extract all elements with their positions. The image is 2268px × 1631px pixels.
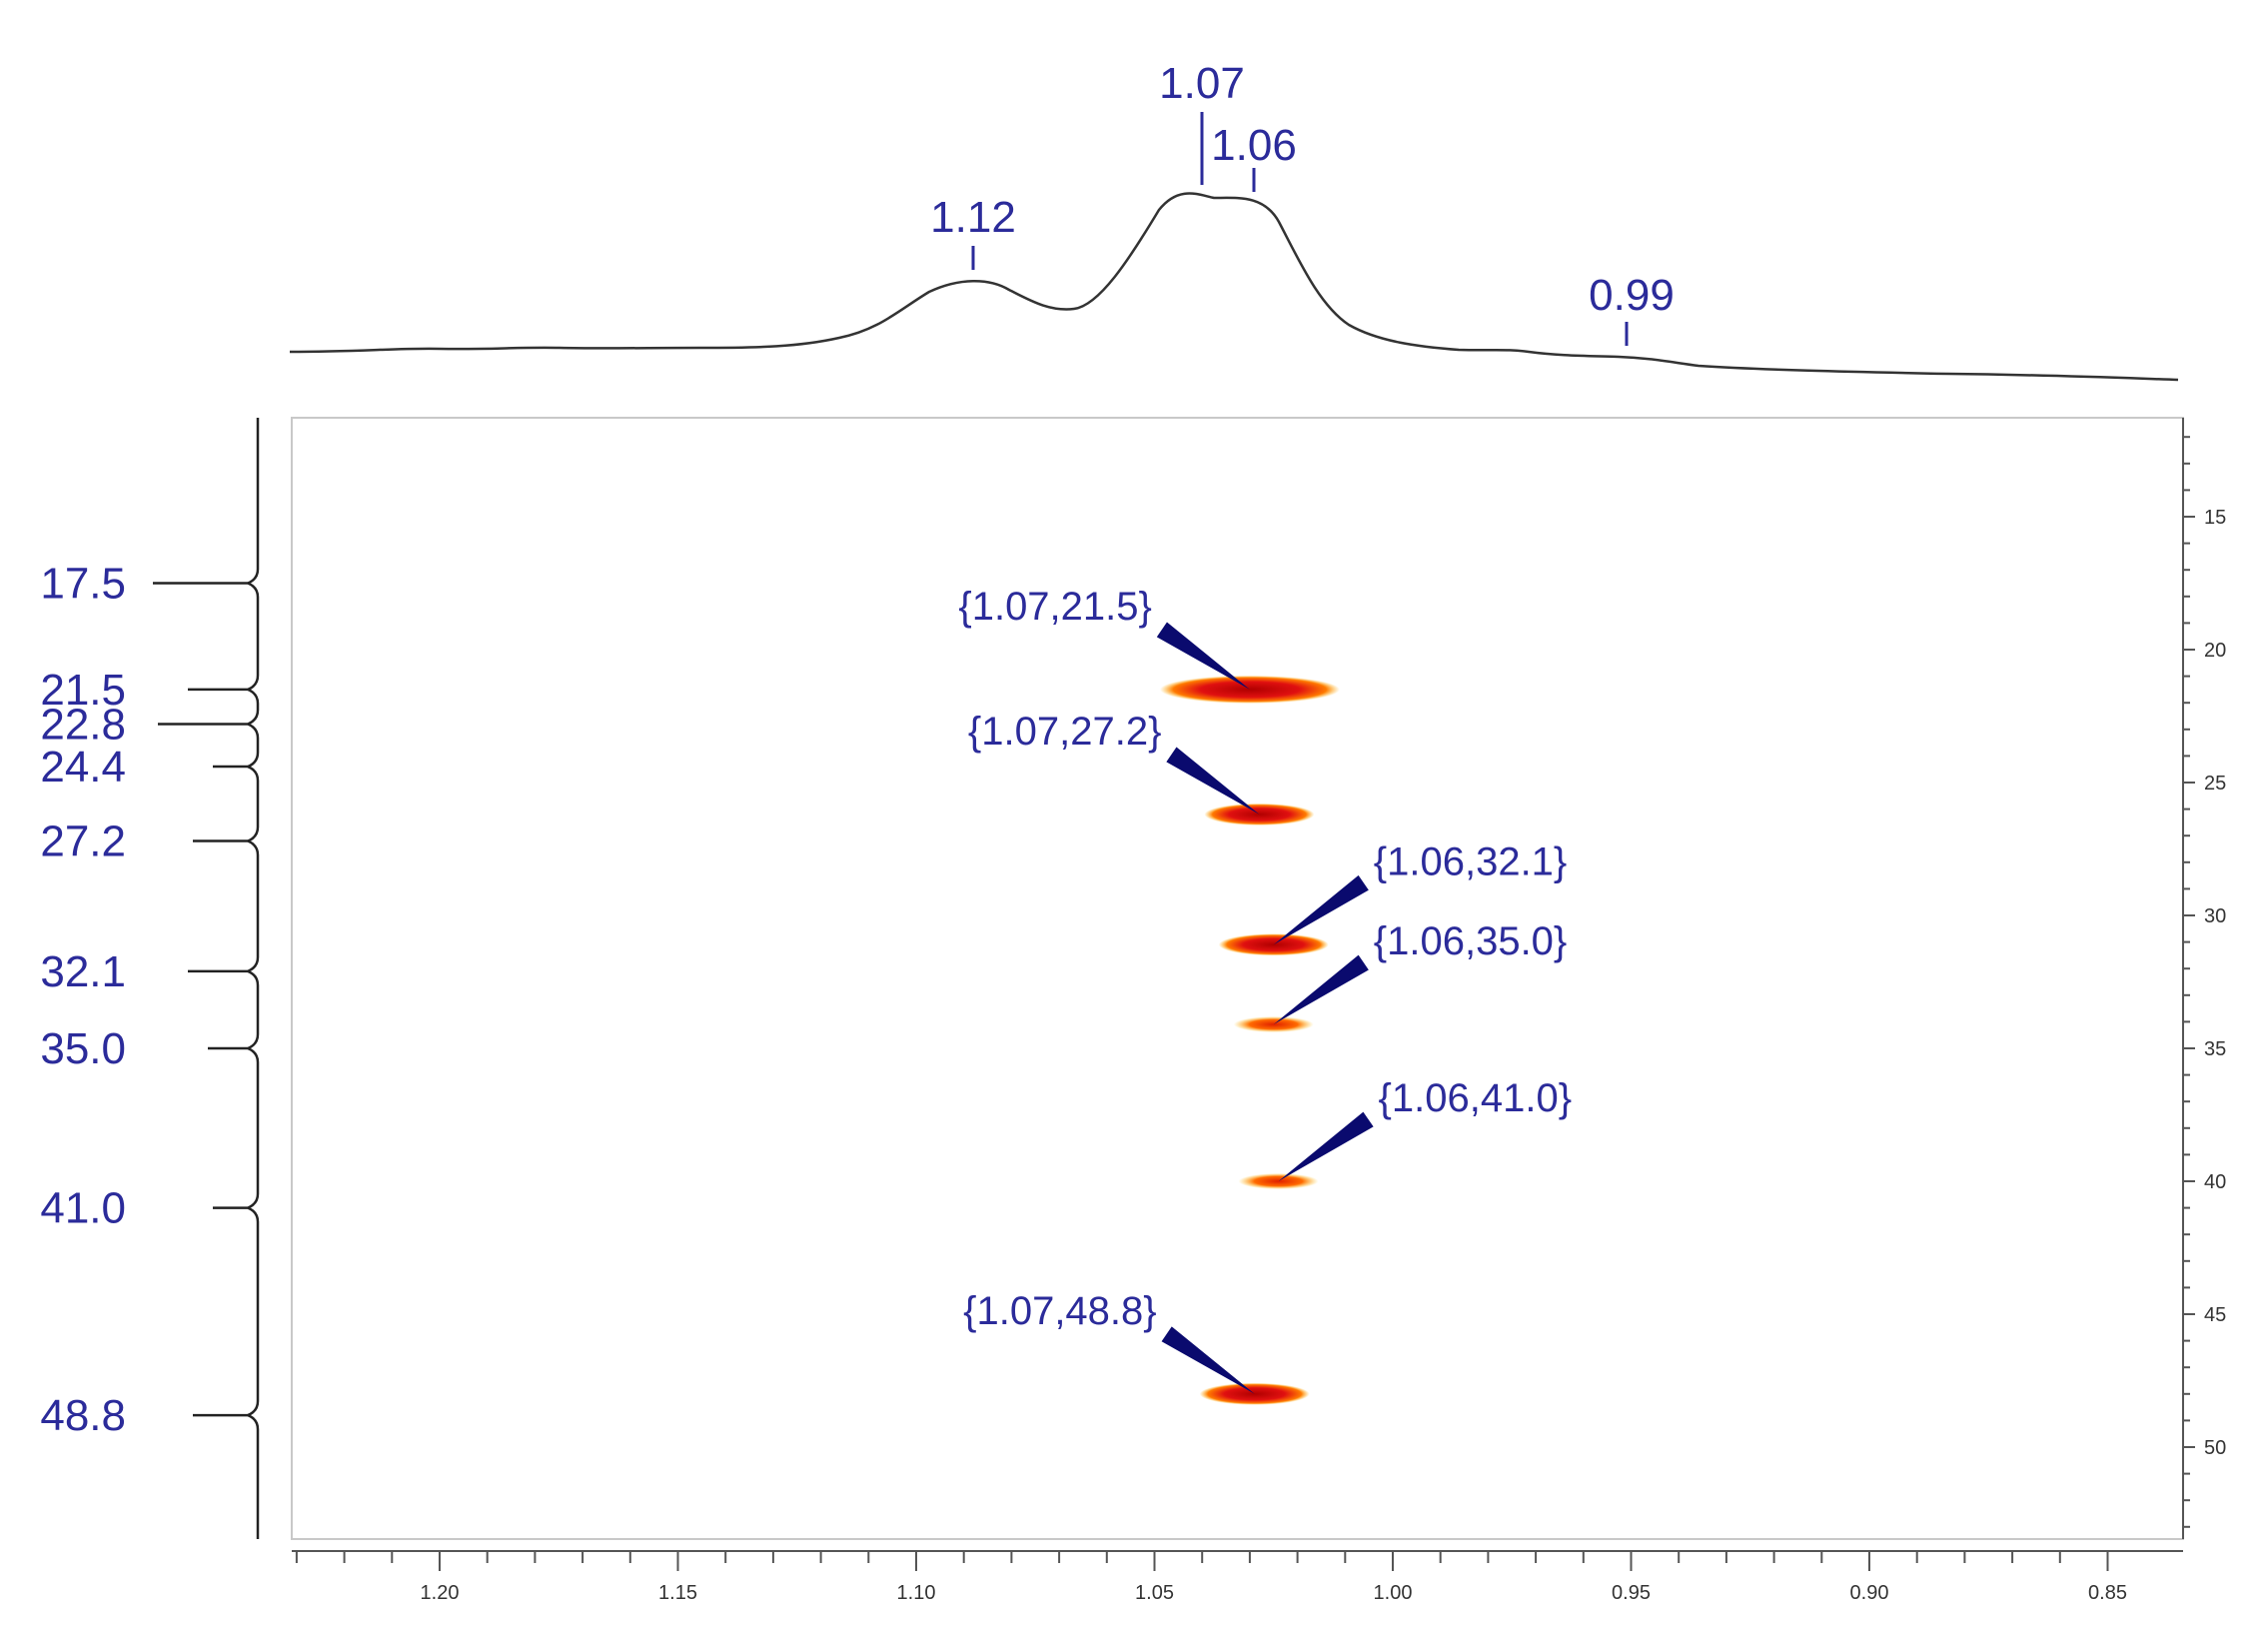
- x-tick-label: 1.05: [1135, 1582, 1174, 1604]
- correlation-arrow: [1273, 954, 1369, 1025]
- carbon-peak-label: 27.2: [40, 817, 126, 866]
- proton-spectrum: 1.12 1.07 1.06 0.99: [289, 59, 2179, 382]
- y-tick-label: 35: [2204, 1038, 2226, 1060]
- carbon-peak-label: 35.0: [40, 1024, 126, 1073]
- carbon-projection: 17.5 21.522.824.4 27.2 32.1 35.0 41.0 48.8: [40, 418, 260, 1539]
- carbon-peak-label: 21.5: [40, 666, 126, 715]
- x-tick-label: 0.95: [1612, 1582, 1651, 1604]
- y-tick-label: 40: [2204, 1171, 2226, 1193]
- x-tick-label: 1.10: [897, 1582, 936, 1604]
- peak-label-1.07: 1.07: [1159, 59, 1245, 108]
- correlation-label: {1.06,35.0}: [1374, 919, 1568, 963]
- y-tick-label: 30: [2204, 905, 2226, 927]
- peak-label-0.99: 0.99: [1589, 271, 1675, 320]
- correlation-label: {1.07,27.2}: [968, 710, 1162, 754]
- y-tick-label: 45: [2204, 1304, 2226, 1326]
- carbon-peak-label: 22.8: [40, 700, 126, 749]
- cross-peaks: [1159, 675, 1340, 1405]
- carbon-peak-label: 24.4: [40, 743, 126, 792]
- plot-frame: [291, 417, 2184, 1540]
- correlation-arrow: [1166, 747, 1260, 815]
- y-tick-label: 25: [2204, 773, 2226, 795]
- carbon-peak-label: 48.8: [40, 1391, 126, 1440]
- correlation-arrow: [1273, 874, 1369, 945]
- carbon-projection-trace: [153, 418, 260, 1539]
- carbon-peak-label: 17.5: [40, 560, 126, 609]
- x-axis: 1.20 1.15 1.10 1.05 1.00 0.95 0.90 0.85: [292, 1550, 2183, 1604]
- peak-label-1.06: 1.06: [1211, 121, 1297, 170]
- correlation-arrow: [1156, 622, 1250, 690]
- x-tick-label: 1.20: [421, 1582, 460, 1604]
- carbon-peak-label: 41.0: [40, 1184, 126, 1233]
- y-tick-label: 15: [2204, 507, 2226, 529]
- correlation-label: {1.06,41.0}: [1379, 1076, 1573, 1120]
- correlation-label: {1.07,21.5}: [958, 585, 1152, 629]
- peak-label-1.12: 1.12: [930, 193, 1016, 242]
- carbon-peak-label: 32.1: [40, 947, 126, 996]
- y-tick-label: 50: [2204, 1437, 2226, 1459]
- y-axis: 15 20 25 30 35 40 45 50: [2182, 418, 2226, 1539]
- correlation-annotations: {1.07,21.5} {1.07,27.2} {1.06,32.1} {1.06,3…: [958, 585, 1572, 1394]
- correlation-arrow: [1278, 1111, 1374, 1181]
- x-tick-label: 0.85: [2088, 1582, 2127, 1604]
- x-tick-label: 1.00: [1374, 1582, 1413, 1604]
- correlation-label: {1.06,32.1}: [1374, 839, 1568, 883]
- x-tick-label: 1.15: [658, 1582, 697, 1604]
- proton-spectrum-trace: [289, 192, 2179, 382]
- correlation-arrow: [1161, 1326, 1255, 1394]
- y-tick-label: 20: [2204, 640, 2226, 662]
- correlation-label: {1.07,48.8}: [963, 1289, 1157, 1333]
- x-tick-label: 0.90: [1850, 1582, 1889, 1604]
